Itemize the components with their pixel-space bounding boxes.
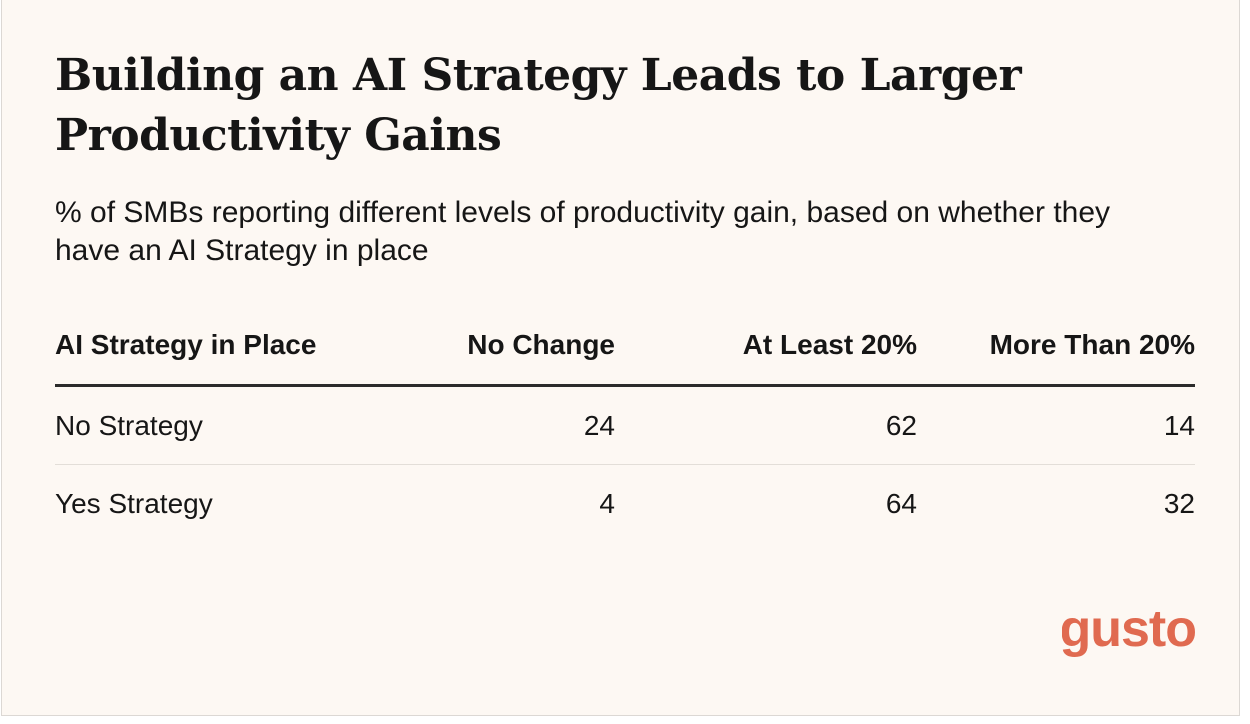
- header-row: AI Strategy in Place No Change At Least …: [55, 326, 1195, 387]
- table-cell: 24: [385, 385, 615, 465]
- gusto-logo-text: gusto: [1062, 604, 1196, 658]
- chart-title: Building an AI Strategy Leads to Larger …: [55, 50, 1022, 161]
- chart-subtitle: % of SMBs reporting different levels of …: [55, 196, 1111, 267]
- table-cell: 14: [917, 385, 1195, 465]
- table-cell: 4: [599, 487, 615, 519]
- table-cell: 62: [615, 385, 917, 465]
- column-header-no-change: No Change: [385, 326, 615, 387]
- column-header-at-least-20: At Least 20%: [615, 326, 917, 387]
- table-cell: 64: [885, 487, 917, 519]
- data-table: AI Strategy in Place No Change At Least …: [55, 326, 1195, 542]
- row-label: No Strategy: [55, 385, 385, 465]
- table-row: No Strategy 24 62 14: [55, 385, 1195, 465]
- table-row: Yes Strategy 4 64 32: [55, 465, 1195, 543]
- column-header-strategy: AI Strategy in Place: [55, 326, 385, 387]
- row-label: Yes Strategy: [55, 487, 213, 519]
- table-cell: 32: [1163, 487, 1195, 519]
- column-header-more-than-20: More Than 20%: [917, 326, 1195, 387]
- gusto-logo: gusto: [1062, 604, 1197, 658]
